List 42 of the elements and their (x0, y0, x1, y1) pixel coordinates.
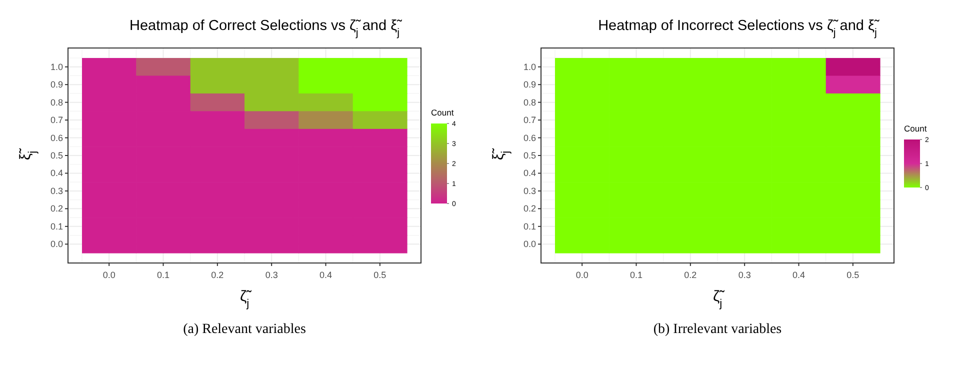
x-tick-label: 0.4 (792, 270, 806, 280)
y-tick-label: 0.4 (50, 168, 63, 178)
y-tick-label: 0.3 (50, 186, 63, 196)
y-tick-label: 0.2 (523, 204, 536, 214)
y-tick-label: 0.6 (50, 132, 63, 143)
y-tick-label: 0.1 (50, 221, 63, 232)
y-tick-label: 0.7 (50, 115, 63, 126)
x-tick-label: 0.3 (738, 270, 751, 280)
x-axis-title: ζ̃$_{j}$ (712, 288, 726, 310)
y-tick-label: 0.5 (523, 150, 536, 160)
y-tick-label: 0.1 (523, 221, 536, 232)
x-tick-label: 0.1 (630, 270, 643, 280)
x-axis-title: ζ̃$_{j}$ (240, 288, 253, 310)
y-tick-label: 0.0 (50, 239, 63, 250)
y-tick-label: 0.3 (523, 186, 536, 196)
y-tick-label: 0.9 (50, 80, 63, 90)
x-tick-label: 0.1 (156, 270, 170, 280)
color-bar-title: Count (904, 124, 928, 134)
x-tick-label: 0.2 (684, 270, 697, 280)
x-tick-label: 0.5 (374, 270, 386, 280)
y-tick-label: 1.0 (50, 62, 63, 72)
y-tick-label: 1.0 (523, 62, 536, 72)
y-tick-label: 0.9 (523, 80, 536, 90)
y-tick-label: 0.0 (523, 239, 536, 250)
x-tick-label: 0.2 (211, 270, 224, 280)
y-tick-label: 0.7 (523, 115, 536, 126)
y-tick-label: 0.5 (50, 150, 63, 160)
x-tick-label: 0.4 (319, 270, 332, 280)
y-tick-label: 0.6 (523, 132, 536, 143)
chart-title: Heatmap of Correct Selections vs ζ̃$_{j}$ and ξ̃$_{j}$ (130, 18, 402, 39)
color-bar-title: Count (431, 108, 454, 118)
chart-title: Heatmap of Incorrect Selections vs ζ̃$_{j}$ and ξ̃$_{j}$ (598, 18, 880, 39)
y-tick-label: 0.2 (50, 204, 63, 214)
x-tick-label: 0.0 (576, 270, 588, 280)
y-tick-label: 0.8 (523, 97, 536, 108)
y-tick-label: 0.8 (50, 97, 63, 108)
x-tick-label: 0.5 (846, 270, 860, 280)
y-tick-label: 0.4 (523, 168, 536, 178)
text: (b) Irrelevant variables (653, 322, 782, 337)
x-tick-label: 0.3 (265, 270, 278, 280)
x-tick-label: 0.0 (102, 270, 116, 280)
text: (a) Relevant variables (183, 322, 306, 337)
